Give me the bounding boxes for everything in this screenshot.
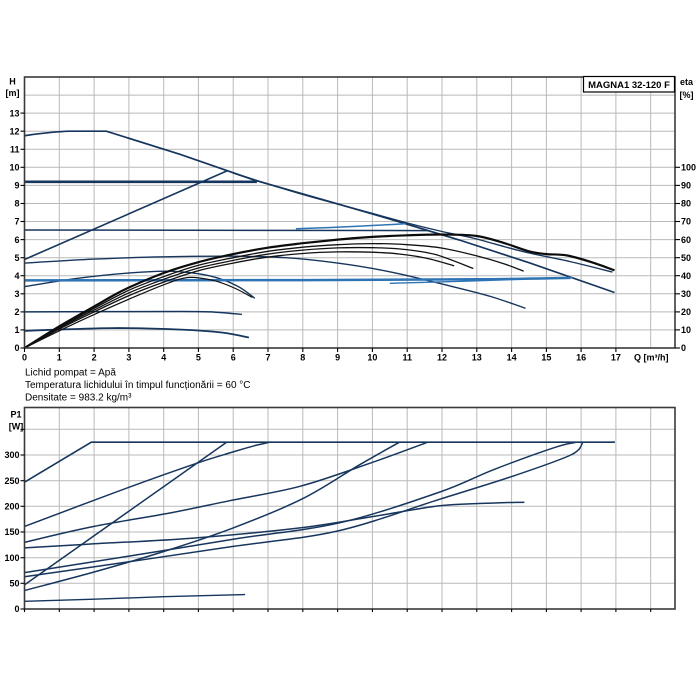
svg-text:50: 50 <box>9 579 19 589</box>
svg-text:80: 80 <box>681 199 691 209</box>
svg-text:14: 14 <box>507 353 517 363</box>
svg-text:Densitate = 983.2 kg/m³: Densitate = 983.2 kg/m³ <box>25 392 132 403</box>
svg-text:100: 100 <box>681 163 696 173</box>
svg-text:150: 150 <box>4 527 19 537</box>
svg-text:1: 1 <box>57 353 62 363</box>
svg-text:4: 4 <box>161 353 166 363</box>
svg-text:5: 5 <box>196 353 201 363</box>
svg-text:2: 2 <box>92 353 97 363</box>
svg-text:50: 50 <box>681 253 691 263</box>
svg-text:40: 40 <box>681 271 691 281</box>
svg-text:16: 16 <box>576 353 586 363</box>
svg-text:15: 15 <box>541 353 551 363</box>
svg-text:250: 250 <box>4 476 19 486</box>
svg-text:20: 20 <box>681 307 691 317</box>
svg-text:70: 70 <box>681 217 691 227</box>
svg-text:12: 12 <box>9 126 19 136</box>
svg-text:90: 90 <box>681 181 691 191</box>
svg-text:13: 13 <box>472 353 482 363</box>
svg-text:[W]: [W] <box>9 422 24 432</box>
svg-text:Temperatura lichidului în timp: Temperatura lichidului în timpul funcțio… <box>25 380 251 391</box>
svg-text:Q [m³/h]: Q [m³/h] <box>634 353 669 363</box>
svg-text:2: 2 <box>14 307 19 317</box>
svg-text:17: 17 <box>611 353 621 363</box>
svg-text:11: 11 <box>402 353 412 363</box>
svg-text:7: 7 <box>265 353 270 363</box>
svg-text:Lichid pompat = Apă: Lichid pompat = Apă <box>25 368 116 379</box>
svg-text:3: 3 <box>126 353 131 363</box>
svg-text:9: 9 <box>335 353 340 363</box>
svg-text:4: 4 <box>14 271 19 281</box>
svg-text:MAGNA1 32-120 F: MAGNA1 32-120 F <box>588 80 670 91</box>
svg-text:0: 0 <box>14 343 19 353</box>
svg-text:60: 60 <box>681 235 691 245</box>
svg-text:H: H <box>9 77 16 87</box>
svg-text:8: 8 <box>300 353 305 363</box>
svg-text:6: 6 <box>14 235 19 245</box>
svg-text:P1: P1 <box>10 410 21 420</box>
svg-text:10: 10 <box>367 353 377 363</box>
svg-text:eta: eta <box>680 77 694 87</box>
svg-text:12: 12 <box>437 353 447 363</box>
svg-text:10: 10 <box>681 325 691 335</box>
svg-text:[%]: [%] <box>680 90 694 100</box>
svg-text:8: 8 <box>14 199 19 209</box>
svg-text:0: 0 <box>22 353 27 363</box>
svg-text:0: 0 <box>14 604 19 614</box>
svg-text:30: 30 <box>681 289 691 299</box>
svg-text:1: 1 <box>14 325 19 335</box>
svg-text:6: 6 <box>231 353 236 363</box>
svg-text:5: 5 <box>14 253 19 263</box>
svg-text:13: 13 <box>9 108 19 118</box>
svg-text:200: 200 <box>4 502 19 512</box>
svg-text:100: 100 <box>4 553 19 563</box>
svg-text:7: 7 <box>14 217 19 227</box>
svg-text:3: 3 <box>14 289 19 299</box>
svg-text:9: 9 <box>14 181 19 191</box>
svg-text:10: 10 <box>9 163 19 173</box>
svg-text:0: 0 <box>681 343 686 353</box>
svg-text:300: 300 <box>4 450 19 460</box>
svg-text:[m]: [m] <box>6 88 20 98</box>
svg-text:11: 11 <box>10 145 20 155</box>
